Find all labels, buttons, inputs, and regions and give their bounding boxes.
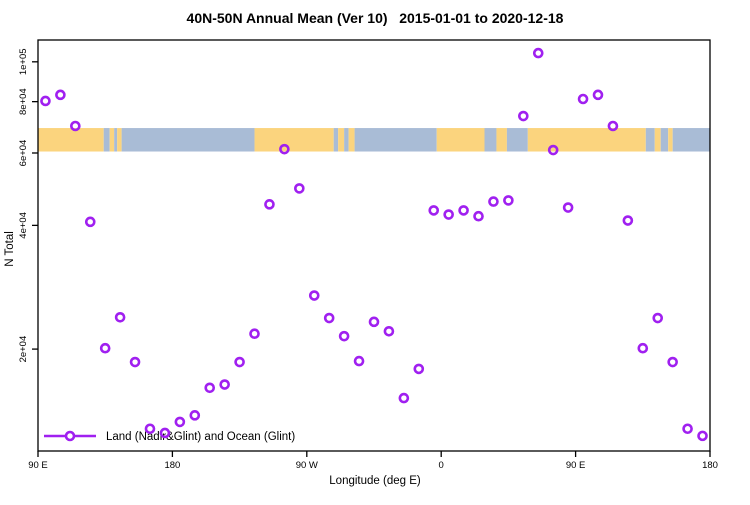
x-axis-title: Longitude (deg E): [329, 475, 421, 487]
data-point: [637, 342, 649, 354]
band-ocean-segment: [344, 128, 349, 152]
data-point: [144, 423, 156, 435]
data-point: [443, 209, 454, 220]
data-point: [532, 47, 544, 59]
band-land-segment: [117, 128, 122, 152]
data-point: [607, 120, 619, 132]
band-land-segment: [496, 128, 507, 152]
band-land-segment: [109, 128, 115, 152]
data-point: [234, 356, 245, 368]
chart-title: 40N-50N Annual Mean (Ver 10) 2015-01-01 …: [186, 10, 564, 26]
data-point: [129, 356, 141, 368]
data-point: [323, 312, 335, 324]
data-point: [518, 110, 529, 122]
data-point: [488, 196, 499, 207]
data-point: [577, 93, 589, 105]
data-point: [473, 210, 484, 222]
data-point: [84, 216, 96, 228]
x-tick-label: 0: [439, 460, 444, 471]
band-ocean-segment: [103, 128, 110, 152]
band-ocean-segment: [354, 128, 437, 152]
y-tick-label: 6e+04: [18, 140, 29, 167]
data-point: [353, 355, 365, 367]
data-point: [114, 311, 126, 323]
data-point: [294, 183, 305, 194]
data-point: [368, 316, 380, 328]
plot-box: [37, 39, 711, 452]
data-point: [592, 89, 604, 101]
data-point: [413, 363, 425, 375]
band-ocean-segment: [660, 128, 669, 152]
data-point: [383, 325, 395, 337]
data-point: [562, 202, 574, 213]
band-land-segment: [668, 128, 673, 152]
data-point: [159, 427, 171, 439]
x-tick-label: 90 W: [296, 460, 318, 471]
band-land-segment: [38, 128, 104, 152]
data-point: [99, 342, 111, 354]
band-land-segment: [654, 128, 661, 152]
data-point: [204, 382, 216, 394]
x-tick-label: 90 E: [566, 460, 586, 471]
y-tick-label: 1e+05: [18, 48, 29, 75]
data-point: [428, 205, 440, 216]
x-tick-label: 180: [164, 460, 180, 471]
data-point: [55, 89, 66, 101]
data-point: [279, 143, 290, 155]
data-point: [174, 416, 186, 428]
x-tick-label: 90 E: [28, 460, 48, 471]
band-ocean-segment: [333, 128, 339, 152]
data-point: [652, 312, 664, 324]
data-point: [458, 205, 469, 216]
band-land-segment: [254, 128, 334, 152]
data-point: [667, 356, 678, 368]
band-ocean-segment: [645, 128, 655, 152]
data-point: [697, 430, 708, 442]
legend-marker-icon: [64, 430, 76, 442]
band-ocean-segment: [484, 128, 497, 152]
y-tick-label: 8e+04: [18, 88, 29, 115]
data-point: [503, 195, 514, 206]
band-land-segment: [338, 128, 345, 152]
y-tick-label: 2e+04: [18, 336, 29, 363]
band-ocean-segment: [121, 128, 255, 152]
data-point: [249, 328, 260, 340]
data-point: [398, 392, 410, 404]
legend-label: Land (Nadir&Glint) and Ocean (Glint): [106, 431, 295, 443]
y-axis-title: N Total: [4, 231, 16, 267]
x-tick-label: 180: [702, 460, 718, 471]
data-point: [338, 330, 350, 342]
band-ocean-segment: [114, 128, 118, 152]
data-point: [622, 215, 634, 226]
data-point: [264, 199, 275, 210]
band-land-segment: [348, 128, 355, 152]
band-land-segment: [436, 128, 485, 152]
data-point: [682, 423, 693, 435]
band-ocean-segment: [672, 128, 710, 152]
data-point: [547, 144, 559, 156]
data-point: [40, 95, 51, 107]
data-point: [219, 379, 230, 390]
data-point: [189, 410, 201, 421]
y-tick-label: 4e+04: [18, 212, 29, 239]
band-ocean-segment: [506, 128, 528, 152]
data-point: [308, 290, 320, 301]
band-land-segment: [527, 128, 646, 152]
data-point: [70, 120, 81, 132]
